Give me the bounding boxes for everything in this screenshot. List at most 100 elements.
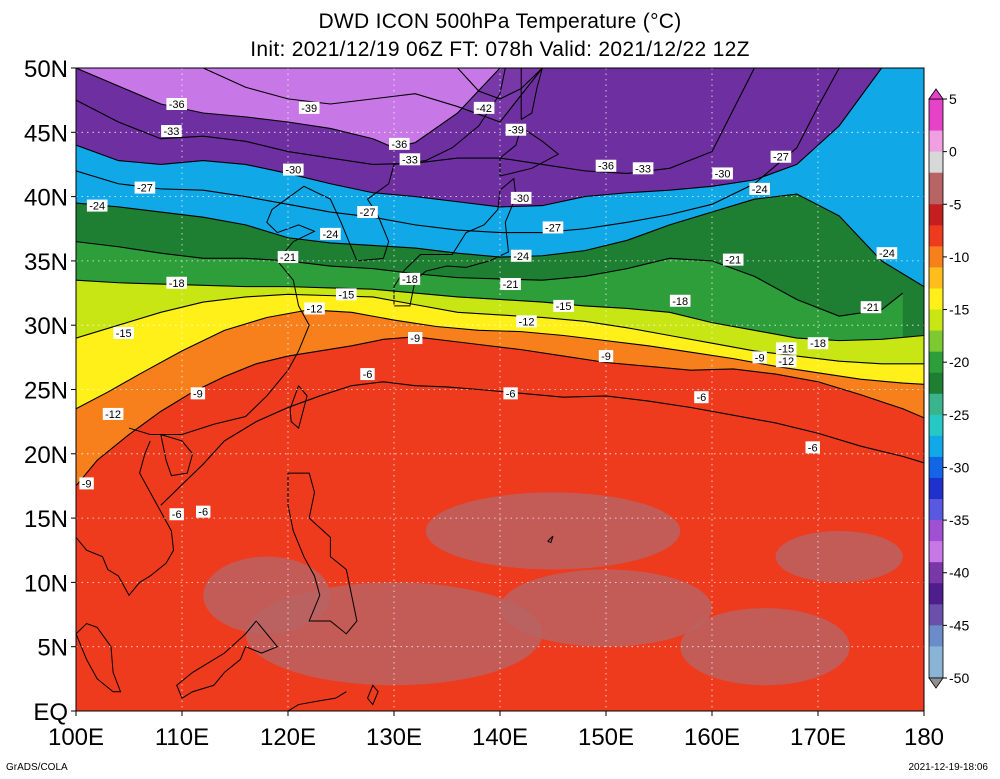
contour-label: -36 [166, 98, 187, 111]
contour-label: -18 [807, 337, 829, 350]
colorbar-step [929, 172, 943, 184]
lat-tick-label: 35N [24, 249, 68, 276]
contour-label-box [196, 505, 211, 518]
contour-label-box [190, 387, 206, 400]
coastline [287, 691, 347, 711]
coastline [76, 440, 175, 597]
colorbar-step [929, 351, 943, 363]
contour-label: -15 [113, 326, 134, 340]
contour-label: -15 [336, 288, 357, 301]
contour-label-text: -18 [169, 278, 185, 290]
contour-label: -24 [876, 247, 898, 260]
lat-tick-label: 50N [24, 56, 68, 83]
contour-label-text: -15 [556, 301, 572, 313]
coastline [499, 126, 560, 177]
contour-label-text: -12 [307, 303, 323, 315]
contour-label-box [166, 98, 187, 111]
isotherm-contours [76, 68, 924, 506]
grads-credit: GrADS/COLA [6, 762, 68, 773]
lat-tick-label: 15N [24, 506, 68, 533]
lon-tick-label: 110E [155, 724, 209, 751]
colorbar-step [929, 530, 943, 542]
colorbar-step [929, 562, 943, 574]
contour-label-text: -12 [105, 409, 121, 421]
contour-label-box [161, 125, 182, 138]
contour-label: -18 [669, 294, 691, 308]
lat-tick-label: 10N [24, 570, 68, 597]
coastline [176, 620, 279, 699]
timestamp: 2021-12-19-18:06 [908, 762, 988, 773]
contour-label-text: -30 [285, 165, 301, 177]
contour-label-text: -27 [773, 152, 789, 164]
contour-label: -33 [632, 162, 654, 175]
colorbar-step [929, 372, 943, 384]
colorbar-step [929, 183, 943, 195]
colorbar-step [929, 635, 943, 647]
lat-tick-label: 30N [24, 313, 68, 340]
contour-label-box [712, 167, 733, 180]
contour-label-text: -30 [513, 193, 529, 205]
lon-tick-label: 130E [366, 724, 422, 751]
contour-label: -9 [408, 332, 423, 345]
contour-label-box [749, 182, 770, 195]
colorbar-step [929, 477, 943, 490]
contour-label-box [298, 101, 320, 114]
lon-tick-label: 160E [684, 724, 740, 751]
isotherm-12 [76, 309, 924, 410]
contour-label-text: -9 [193, 388, 203, 400]
contour-label-text: -30 [715, 168, 731, 180]
colorbar-tick-label: -10 [949, 249, 969, 265]
colorbar-step [929, 414, 943, 426]
colorbar-max-arrow [928, 88, 944, 100]
contour-label: -9 [598, 350, 614, 363]
contour-label-box [503, 387, 518, 400]
colorbar-tick-label: 0 [949, 144, 957, 160]
contour-label: -6 [503, 387, 518, 400]
contour-label: -9 [752, 351, 767, 364]
contour-label-text: -33 [163, 126, 179, 138]
contour-label: -36 [595, 159, 617, 173]
colorbar-step [929, 425, 943, 437]
colorbar-tick-label: -35 [949, 512, 969, 528]
contour-label: -39 [505, 123, 527, 137]
lat-tick-label: 45N [24, 120, 68, 147]
contour-label-text: -6 [198, 507, 208, 519]
contour-label-box [722, 253, 744, 266]
contour-label-text: -18 [810, 338, 826, 350]
contour-label-text: -42 [476, 103, 492, 115]
contour-label: -21 [722, 253, 744, 267]
contour-label: -6 [805, 441, 820, 454]
isotherm-15 [76, 293, 924, 365]
lon-tick-label: 100E [48, 724, 104, 751]
contour-label-box [510, 191, 532, 204]
colorbar-step [929, 499, 943, 511]
isotherm-18 [76, 279, 924, 342]
contour-label-box [542, 221, 564, 234]
coastline [128, 68, 506, 436]
colorbar-step [929, 225, 943, 237]
colorbar-tick-label: -25 [949, 407, 969, 423]
contour-label: -42 [473, 101, 495, 115]
colorbar-step [929, 520, 943, 532]
latitude-axis: 50N 45N 40N 35N 30N 25N 20N 15N 10N 5N EQ [24, 56, 76, 726]
contour-label-text: -36 [391, 139, 407, 151]
isotherm-39 [202, 68, 543, 123]
contour-label-text: -9 [601, 351, 611, 363]
contour-labels: -36 -39 -42 -39 -36 -33 -33 -36 -33 -27 -30 -30 -27 -… [79, 98, 898, 521]
contour-label-box [516, 315, 537, 328]
contour-label-box [389, 137, 410, 150]
contour-label: -39 [298, 101, 320, 115]
colorbar-step [929, 141, 943, 153]
coastline [547, 535, 554, 544]
contour-label-text: -24 [322, 229, 338, 241]
colorbar-step [929, 99, 943, 111]
colorbar-step [929, 583, 943, 595]
colorbar-step [929, 256, 943, 268]
contour-label-box [357, 206, 378, 219]
coastline [520, 68, 543, 120]
colorbar-step [929, 656, 943, 668]
contour-label: -33 [161, 125, 182, 138]
isotherm-30 [76, 68, 924, 208]
contour-label-text: -24 [89, 201, 105, 213]
